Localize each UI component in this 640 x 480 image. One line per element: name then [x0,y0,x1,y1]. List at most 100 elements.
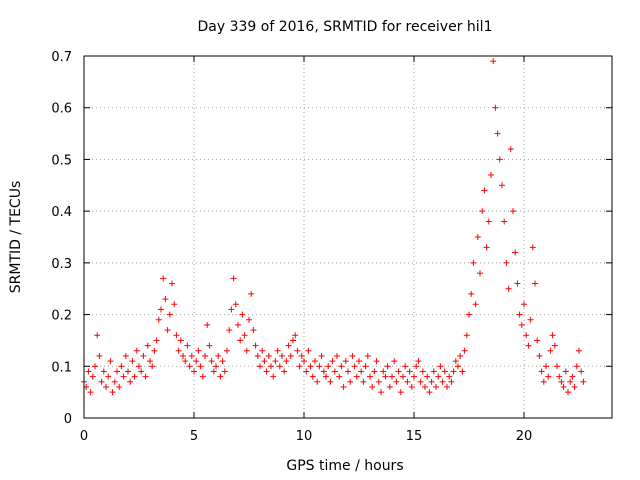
data-point [320,368,327,375]
data-point [217,373,224,380]
x-tick-label: 0 [80,429,88,444]
data-point [98,378,105,385]
data-point [268,363,274,370]
data-point [543,363,549,370]
plot-frame [83,55,613,419]
data-point [411,373,417,380]
data-point [173,332,180,339]
y-tick-label: 0.2 [51,309,72,324]
y-tick-label: 0.1 [51,360,72,375]
data-point [206,342,213,349]
data-point [426,389,433,396]
data-point [549,332,556,339]
data-point [562,368,569,375]
data-point [166,311,173,318]
data-point [85,368,92,375]
data-point [345,368,351,375]
data-point [239,311,246,318]
data-point [254,352,261,359]
data-point [202,352,208,359]
data-point [296,363,303,370]
data-point [527,316,534,323]
data-point [230,275,237,282]
data-point [274,347,281,354]
data-point [257,363,263,370]
grid-lines [84,56,612,418]
data-point [481,187,488,194]
data-point [243,347,250,354]
data-point [116,383,123,390]
x-tick-labels: 0 5 10 15 20 [80,429,532,444]
data-point [424,373,431,380]
data-point [468,290,475,297]
data-point [386,383,393,390]
data-point [314,378,321,385]
data-point [175,347,182,354]
data-point [369,383,376,390]
data-point [556,373,563,380]
data-point [153,337,160,344]
data-point [380,368,387,375]
data-point [479,208,486,215]
data-point [510,208,516,215]
data-point [397,389,404,396]
data-point [224,347,230,354]
chart-title: Day 339 of 2016, SRMTID for receiver hil… [198,19,493,35]
data-point [404,378,411,385]
data-point [237,337,244,344]
data-point [356,358,362,365]
data-point [400,373,406,380]
data-point [263,368,270,375]
data-point [298,352,305,359]
data-point [450,368,457,375]
data-point [120,373,127,380]
data-point [92,363,98,370]
data-point [307,363,314,370]
data-point [204,321,211,328]
data-point [518,321,525,328]
data-point [389,373,395,380]
data-point [261,358,268,365]
data-point [446,373,453,380]
data-point [177,337,184,344]
data-point [327,378,334,385]
data-point [558,378,565,385]
data-point [164,327,171,334]
axis-ticks [83,55,612,419]
data-point [301,358,307,365]
data-point [107,358,114,365]
data-point [371,368,378,375]
data-point [452,358,459,365]
data-point [373,358,380,365]
data-point [226,327,233,334]
data-point [578,368,585,375]
data-point [560,383,567,390]
data-point [140,352,147,359]
data-point [208,358,215,365]
data-point [336,373,343,380]
data-point [312,358,318,365]
data-point [349,352,356,359]
y-tick-label: 0.6 [51,102,72,117]
data-point [391,358,398,365]
data-point [507,146,514,153]
data-point [503,259,510,266]
data-point [133,347,140,354]
data-point [131,373,138,380]
data-point [573,363,580,370]
data-point [466,311,472,318]
data-point [362,363,369,370]
data-point [186,363,193,370]
data-point [114,368,120,375]
data-point [158,306,164,313]
data-point [375,378,382,385]
data-point [521,301,527,308]
data-point [292,332,299,339]
data-point [488,171,494,178]
data-point [197,363,204,370]
data-point [457,352,464,359]
data-point [89,373,96,380]
data-point [125,368,131,375]
data-point [250,327,257,334]
